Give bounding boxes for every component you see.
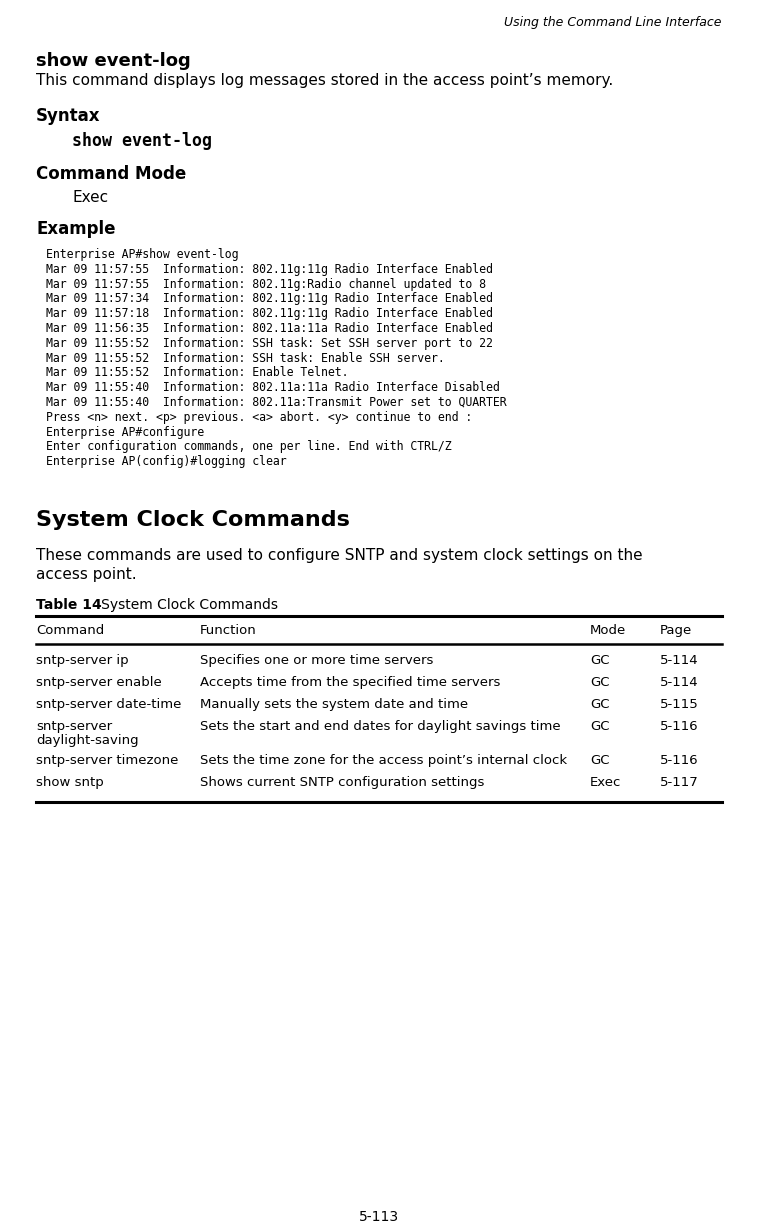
- Text: access point.: access point.: [36, 567, 136, 583]
- Text: sntp-server enable: sntp-server enable: [36, 676, 161, 689]
- Text: Table 14: Table 14: [36, 599, 102, 612]
- Text: GC: GC: [590, 698, 609, 712]
- Text: This command displays log messages stored in the access point’s memory.: This command displays log messages store…: [36, 73, 613, 88]
- Text: 5-114: 5-114: [660, 654, 699, 667]
- Text: Mar 09 11:55:40  Information: 802.11a:11a Radio Interface Disabled: Mar 09 11:55:40 Information: 802.11a:11a…: [46, 381, 500, 395]
- Text: Function: Function: [200, 624, 257, 637]
- Text: Mar 09 11:57:34  Information: 802.11g:11g Radio Interface Enabled: Mar 09 11:57:34 Information: 802.11g:11g…: [46, 293, 493, 305]
- Text: Page: Page: [660, 624, 692, 637]
- Text: Accepts time from the specified time servers: Accepts time from the specified time ser…: [200, 676, 500, 689]
- Text: Mar 09 11:55:52  Information: SSH task: Enable SSH server.: Mar 09 11:55:52 Information: SSH task: E…: [46, 351, 445, 365]
- Text: Press <n> next. <p> previous. <a> abort. <y> continue to end :: Press <n> next. <p> previous. <a> abort.…: [46, 410, 472, 424]
- Text: Manually sets the system date and time: Manually sets the system date and time: [200, 698, 468, 712]
- Text: Enterprise AP#show event-log: Enterprise AP#show event-log: [46, 248, 239, 261]
- Text: 5-113: 5-113: [359, 1211, 399, 1224]
- Text: daylight-saving: daylight-saving: [36, 734, 139, 747]
- Text: Enterprise AP(config)#logging clear: Enterprise AP(config)#logging clear: [46, 455, 287, 468]
- Text: sntp-server ip: sntp-server ip: [36, 654, 129, 667]
- Text: sntp-server timezone: sntp-server timezone: [36, 755, 178, 767]
- Text: Enter configuration commands, one per line. End with CTRL/Z: Enter configuration commands, one per li…: [46, 440, 452, 454]
- Text: Exec: Exec: [590, 775, 622, 789]
- Text: Mar 09 11:57:55  Information: 802.11g:11g Radio Interface Enabled: Mar 09 11:57:55 Information: 802.11g:11g…: [46, 263, 493, 275]
- Text: Syntax: Syntax: [36, 107, 101, 125]
- Text: sntp-server: sntp-server: [36, 720, 112, 732]
- Text: Specifies one or more time servers: Specifies one or more time servers: [200, 654, 434, 667]
- Text: GC: GC: [590, 755, 609, 767]
- Text: Shows current SNTP configuration settings: Shows current SNTP configuration setting…: [200, 775, 484, 789]
- Text: GC: GC: [590, 676, 609, 689]
- Text: 5-114: 5-114: [660, 676, 699, 689]
- Text: System Clock Commands: System Clock Commands: [36, 510, 350, 530]
- Text: Mode: Mode: [590, 624, 626, 637]
- Text: Example: Example: [36, 220, 115, 238]
- Text: These commands are used to configure SNTP and system clock settings on the: These commands are used to configure SNT…: [36, 548, 643, 563]
- Text: Exec: Exec: [72, 190, 108, 205]
- Text: Mar 09 11:56:35  Information: 802.11a:11a Radio Interface Enabled: Mar 09 11:56:35 Information: 802.11a:11a…: [46, 322, 493, 336]
- Text: Using the Command Line Interface: Using the Command Line Interface: [505, 16, 722, 29]
- Text: 5-116: 5-116: [660, 720, 699, 732]
- Text: show event-log: show event-log: [36, 52, 191, 70]
- Text: Mar 09 11:55:52  Information: SSH task: Set SSH server port to 22: Mar 09 11:55:52 Information: SSH task: S…: [46, 337, 493, 350]
- Text: Sets the time zone for the access point’s internal clock: Sets the time zone for the access point’…: [200, 755, 567, 767]
- Text: 5-116: 5-116: [660, 755, 699, 767]
- Text: Command: Command: [36, 624, 105, 637]
- Text: Enterprise AP#configure: Enterprise AP#configure: [46, 425, 204, 439]
- Text: 5-115: 5-115: [660, 698, 699, 712]
- Text: show sntp: show sntp: [36, 775, 104, 789]
- Text: 5-117: 5-117: [660, 775, 699, 789]
- Text: Command Mode: Command Mode: [36, 165, 186, 183]
- Text: Mar 09 11:57:55  Information: 802.11g:Radio channel updated to 8: Mar 09 11:57:55 Information: 802.11g:Rad…: [46, 278, 486, 290]
- Text: GC: GC: [590, 720, 609, 732]
- Text: Mar 09 11:55:52  Information: Enable Telnet.: Mar 09 11:55:52 Information: Enable Teln…: [46, 366, 349, 380]
- Text: Mar 09 11:55:40  Information: 802.11a:Transmit Power set to QUARTER: Mar 09 11:55:40 Information: 802.11a:Tra…: [46, 396, 506, 409]
- Text: System Clock Commands: System Clock Commands: [88, 599, 278, 612]
- Text: Sets the start and end dates for daylight savings time: Sets the start and end dates for dayligh…: [200, 720, 561, 732]
- Text: GC: GC: [590, 654, 609, 667]
- Text: show event-log: show event-log: [72, 132, 212, 150]
- Text: sntp-server date-time: sntp-server date-time: [36, 698, 181, 712]
- Text: Mar 09 11:57:18  Information: 802.11g:11g Radio Interface Enabled: Mar 09 11:57:18 Information: 802.11g:11g…: [46, 307, 493, 321]
